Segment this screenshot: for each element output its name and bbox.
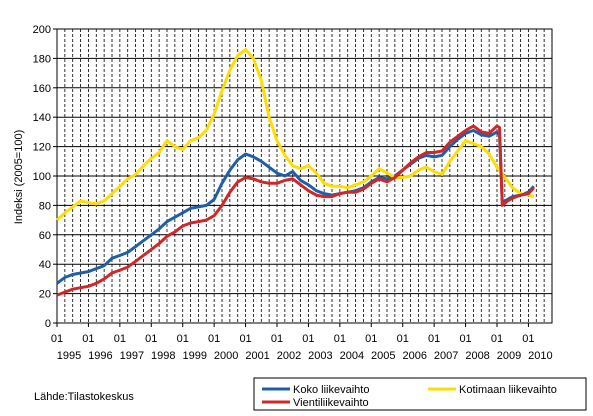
series-line-1 [56,128,535,285]
x-tick-label-year: 2010 [528,350,552,362]
x-tick-label-month: 01 [302,333,314,345]
x-tick-label-month: 01 [397,333,409,345]
x-tick-label-month: 01 [239,333,251,345]
x-tick-label-month: 01 [459,333,471,345]
x-tick-label-year: 2002 [277,350,301,362]
y-tick-label: 120 [33,142,51,154]
x-tick-label-year: 2009 [497,350,521,362]
x-tick-label-year: 2006 [402,350,426,362]
y-tick-label: 40 [39,259,51,271]
y-tick-label: 200 [33,24,51,36]
legend-label-1: Koko liikevaihto [293,384,369,396]
x-tick-label-month: 01 [177,333,189,345]
x-tick-label-year: 2008 [465,350,489,362]
x-tick-label-month: 01 [428,333,440,345]
x-tick-label-month: 01 [271,333,283,345]
x-tick-label-year: 1995 [57,350,81,362]
x-axis: 0119950119960119970119980119990120000120… [51,323,553,362]
y-tick-label: 20 [39,289,51,301]
source-note: Lähde:Tilastokeskus [34,391,134,403]
legend-label-3: Vientiliikevaihto [293,397,369,409]
legend-label-2: Kotimaan liikevaihto [459,384,557,396]
x-tick-label-month: 01 [334,333,346,345]
x-tick-label-month: 01 [365,333,377,345]
series-line-2 [55,48,535,222]
y-tick-label: 160 [33,83,51,95]
x-tick-label-month: 01 [82,333,94,345]
x-tick-label-year: 2005 [371,350,395,362]
x-tick-label-year: 2001 [245,350,269,362]
series-lines [55,48,535,297]
x-tick-label-year: 2004 [340,350,364,362]
x-tick-label-month: 01 [208,333,220,345]
x-tick-label-month: 01 [114,333,126,345]
y-tick-label: 100 [33,171,51,183]
x-tick-label-year: 2000 [214,350,238,362]
x-tick-label-year: 2003 [308,350,332,362]
y-tick-label: 0 [45,318,51,330]
legend-box [253,377,587,411]
x-tick-label-year: 1999 [182,350,206,362]
y-axis: 0 20 40 60 80 100 120 140 160 180 200 [33,24,57,330]
x-tick-label-month: 01 [145,333,157,345]
y-tick-label: 180 [33,53,51,65]
y-tick-label: 60 [39,230,51,242]
x-tick-label-year: 2007 [434,350,458,362]
x-tick-label-year: 1998 [151,350,175,362]
x-tick-label-month: 01 [491,333,503,345]
y-tick-label: 80 [39,200,51,212]
y-tick-label: 140 [33,112,51,124]
legend: Koko liikevaihto Kotimaan liikevaihto Vien… [253,377,587,411]
x-tick-label-year: 1997 [120,350,144,362]
x-tick-label-year: 1996 [88,350,112,362]
series-line-3 [56,124,535,297]
x-tick-label-month: 01 [522,333,534,345]
x-tick-label-month: 01 [51,333,63,345]
y-axis-title: Indeksi (2005=100) [13,130,25,224]
